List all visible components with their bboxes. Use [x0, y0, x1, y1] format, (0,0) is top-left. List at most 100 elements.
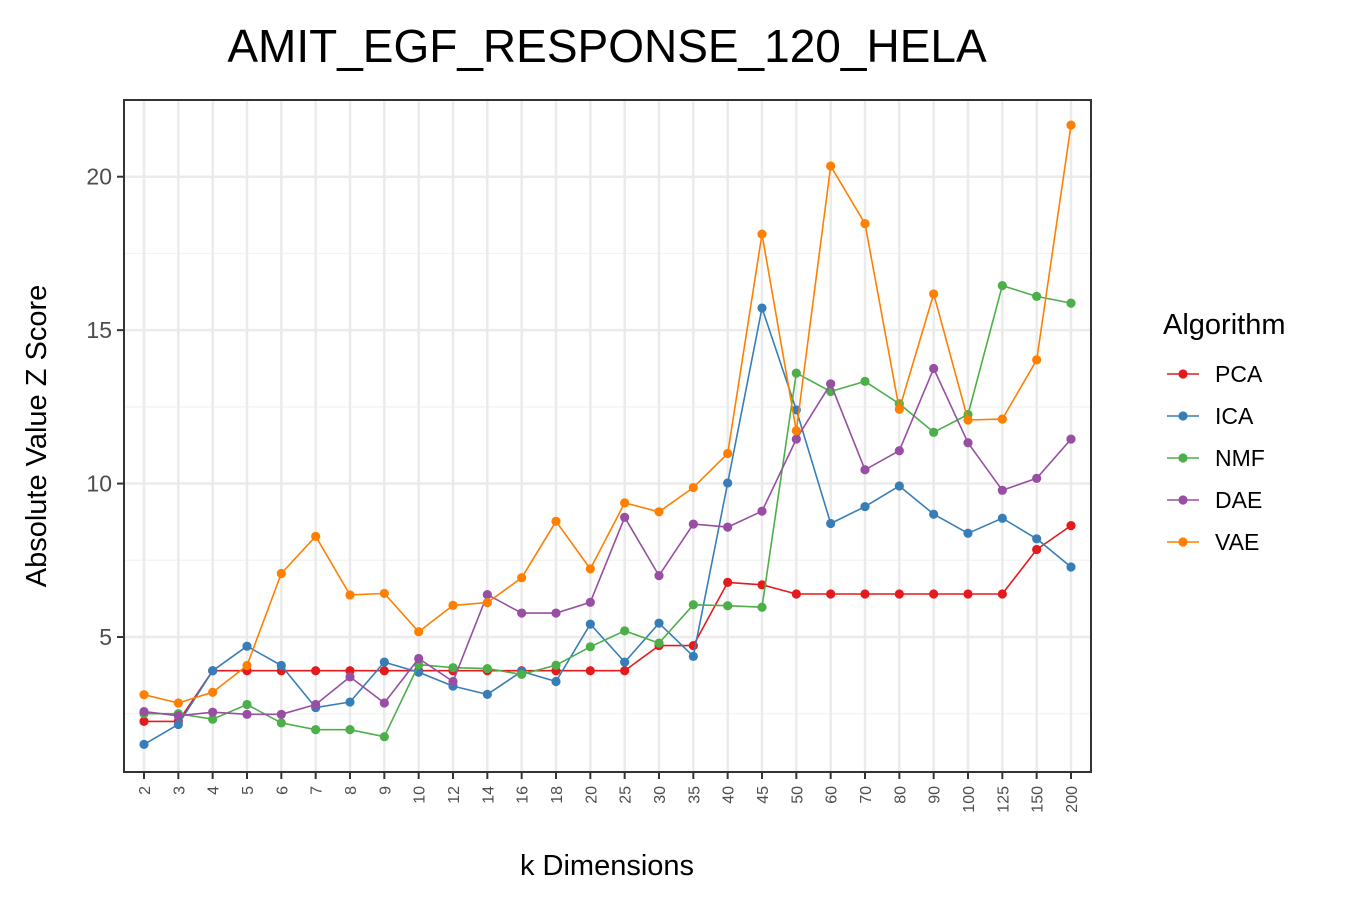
data-point-vae [791, 426, 801, 436]
data-point-vae [276, 568, 286, 579]
data-point-dae [208, 707, 218, 717]
data-point-vae [517, 573, 527, 583]
x-tick-label: 70 [858, 786, 875, 804]
data-point-ica [723, 478, 733, 488]
data-point-ica [551, 676, 561, 687]
legend-key-point-dae [1178, 495, 1188, 505]
data-point-dae [791, 434, 801, 444]
series-line-dae [143, 367, 1072, 717]
data-point-dae [139, 706, 149, 717]
legend-label-vae: VAE [1215, 529, 1259, 555]
data-point-vae [963, 415, 973, 425]
data-point-dae [860, 465, 870, 475]
data-point-ica [688, 651, 698, 661]
y-axis: 5 10 15 20 [86, 164, 124, 650]
data-point-vae [723, 448, 733, 459]
series-nmf [139, 281, 1076, 742]
y-tick-label: 20 [86, 164, 112, 190]
data-point-nmf [276, 718, 286, 728]
data-point-vae [654, 507, 664, 517]
x-tick-label: 14 [480, 786, 497, 804]
data-point-dae [654, 571, 664, 581]
data-point-vae [242, 660, 252, 671]
x-tick-label: 100 [961, 786, 978, 813]
data-point-vae [139, 690, 149, 700]
data-point-vae [414, 627, 424, 637]
data-point-vae [620, 498, 630, 508]
data-point-vae [345, 590, 355, 600]
data-point-dae [448, 676, 458, 687]
data-point-pca [585, 666, 595, 676]
data-point-nmf [482, 663, 492, 674]
x-tick-label: 40 [721, 786, 738, 804]
data-point-vae [1032, 355, 1042, 365]
data-point-dae [723, 522, 733, 532]
legend-item-ica: ICA [1167, 403, 1254, 429]
data-point-pca [791, 589, 801, 599]
x-axis: 2 3 4 5 6 7 8 9 10 12 14 16 18 20 25 30 35 40 45 50 60 70 80 90… [137, 772, 1081, 813]
x-tick-label: 200 [1064, 786, 1081, 813]
x-tick-label: 50 [789, 786, 806, 804]
data-point-nmf [242, 699, 252, 710]
data-point-ica [173, 719, 183, 730]
data-point-dae [620, 512, 630, 522]
data-point-dae [517, 608, 527, 618]
data-point-nmf [688, 600, 698, 610]
x-tick-label: 4 [206, 786, 223, 795]
data-point-pca [723, 577, 733, 587]
data-point-vae [894, 404, 904, 414]
data-point-dae [482, 590, 492, 600]
series-line-nmf [144, 284, 1072, 738]
plot-background [124, 100, 1091, 772]
data-point-ica [1066, 562, 1076, 572]
data-point-vae [208, 687, 218, 697]
series-dae [139, 363, 1076, 721]
data-point-dae [585, 597, 595, 607]
data-point-ica [208, 666, 218, 676]
data-point-nmf [929, 427, 939, 437]
y-axis-title: Absolute Value Z Score [21, 285, 53, 588]
data-point-ica [654, 618, 664, 628]
x-tick-label: 60 [824, 786, 841, 804]
data-point-nmf [791, 368, 801, 378]
data-point-vae [929, 289, 939, 299]
legend-item-pca: PCA [1167, 361, 1263, 387]
data-point-dae [826, 379, 836, 389]
x-tick-label: 45 [755, 786, 772, 804]
data-point-vae [688, 482, 698, 493]
chart-title: AMIT_EGF_RESPONSE_120_HELA [227, 20, 987, 72]
x-axis-title: k Dimensions [520, 850, 694, 882]
data-point-dae [551, 608, 561, 618]
legend-key-point-pca [1178, 369, 1188, 379]
x-tick-label: 6 [274, 786, 291, 795]
data-point-ica [620, 657, 630, 667]
data-point-vae [860, 219, 870, 229]
x-tick-label: 150 [1030, 786, 1047, 813]
x-tick-label: 8 [343, 786, 360, 795]
data-point-vae [173, 698, 183, 708]
data-point-ica [997, 513, 1007, 523]
data-point-pca [1032, 544, 1042, 555]
data-point-nmf [997, 281, 1007, 291]
data-point-nmf [311, 725, 321, 735]
data-point-dae [311, 699, 321, 710]
x-tick-label: 16 [515, 786, 532, 804]
data-point-dae [173, 711, 183, 721]
data-point-pca [139, 716, 149, 726]
data-point-ica [929, 509, 939, 519]
data-point-nmf [585, 642, 595, 652]
data-point-pca [1066, 521, 1076, 531]
y-tick-label: 5 [99, 624, 112, 650]
data-point-nmf [551, 660, 561, 670]
data-point-nmf [517, 669, 527, 680]
data-point-dae [894, 446, 904, 456]
data-point-dae [688, 519, 698, 529]
data-point-ica [1032, 534, 1042, 544]
x-tick-label: 125 [995, 786, 1012, 813]
data-point-dae [276, 709, 286, 719]
x-tick-label: 9 [377, 786, 394, 795]
legend-key-point-nmf [1178, 453, 1188, 463]
data-point-vae [379, 588, 389, 599]
data-point-pca [894, 589, 904, 599]
